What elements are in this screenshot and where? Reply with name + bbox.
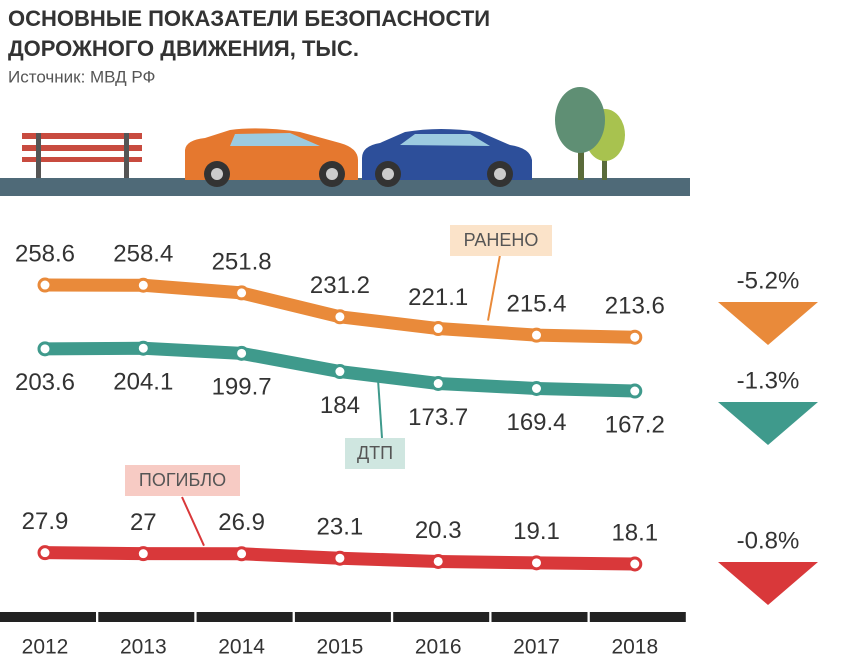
x-axis-segment <box>98 612 195 622</box>
x-tick-label: 2015 <box>317 636 364 659</box>
point <box>135 546 151 562</box>
chart-title: ДОРОЖНОГО ДВИЖЕНИЯ, ТЫС. <box>8 36 359 61</box>
point <box>430 376 446 392</box>
x-tick-label: 2017 <box>513 636 560 659</box>
data-label: 169.4 <box>506 409 566 436</box>
x-axis-segment <box>294 612 391 622</box>
change-arrow <box>718 402 818 445</box>
data-label: 203.6 <box>15 369 75 396</box>
chart-title: ОСНОВНЫЕ ПОКАЗАТЕЛИ БЕЗОПАСНОСТИ <box>8 6 490 31</box>
data-label: 199.7 <box>212 374 272 401</box>
x-tick-label: 2014 <box>218 636 265 659</box>
change-label: -0.8% <box>737 527 800 554</box>
legend-label: ДТП <box>357 443 393 463</box>
legend-label: ПОГИБЛО <box>139 470 226 490</box>
data-label: 258.4 <box>113 241 173 268</box>
callout-line <box>377 379 383 439</box>
data-label: 19.1 <box>513 518 560 545</box>
point <box>234 546 250 562</box>
change-label: -5.2% <box>737 267 800 294</box>
illustration <box>0 87 690 196</box>
legend-box <box>125 465 240 496</box>
legend-label: РАНЕНО <box>464 230 539 250</box>
chart-subtitle: Источник: МВД РФ <box>8 67 155 86</box>
point <box>627 383 643 399</box>
x-tick-label: 2016 <box>415 636 462 659</box>
x-axis-segment <box>0 612 96 622</box>
point <box>529 555 544 571</box>
point <box>332 309 348 325</box>
legend-box <box>450 225 552 256</box>
point <box>37 277 53 293</box>
data-label: 231.2 <box>310 272 370 299</box>
data-label: 27.9 <box>22 508 69 535</box>
point <box>135 277 151 293</box>
x-tick-label: 2013 <box>120 636 167 659</box>
change-arrow <box>718 302 818 345</box>
data-label: 213.6 <box>605 293 665 320</box>
point <box>627 556 643 572</box>
point <box>37 545 53 561</box>
point <box>627 329 643 345</box>
change-arrow <box>718 562 818 605</box>
point <box>234 285 250 301</box>
data-label: 23.1 <box>317 514 364 541</box>
point <box>529 380 544 396</box>
point <box>332 550 348 566</box>
legend-box <box>345 438 405 469</box>
point <box>332 364 348 380</box>
data-label: 184 <box>320 392 360 419</box>
point <box>37 341 53 357</box>
data-label: 251.8 <box>212 248 272 275</box>
point <box>430 321 446 337</box>
data-label: 258.6 <box>15 240 75 267</box>
callout-line <box>181 496 205 547</box>
callout-line <box>487 254 501 321</box>
data-label: 18.1 <box>611 519 658 546</box>
data-label: 215.4 <box>506 290 566 317</box>
x-axis-segment <box>491 612 588 622</box>
point <box>529 327 544 343</box>
point <box>135 340 151 356</box>
x-axis-segment <box>589 612 686 622</box>
data-label: 173.7 <box>408 404 468 431</box>
change-label: -1.3% <box>737 367 800 394</box>
point <box>234 345 250 361</box>
x-tick-label: 2018 <box>611 636 658 659</box>
data-label: 27 <box>130 509 157 536</box>
x-axis-segment <box>393 612 490 622</box>
data-label: 20.3 <box>415 517 462 544</box>
x-tick-label: 2012 <box>22 636 69 659</box>
data-label: 167.2 <box>605 411 665 438</box>
data-label: 221.1 <box>408 284 468 311</box>
data-label: 204.1 <box>113 369 173 396</box>
x-axis-segment <box>196 612 293 622</box>
point <box>430 553 446 569</box>
data-label: 26.9 <box>218 509 265 536</box>
